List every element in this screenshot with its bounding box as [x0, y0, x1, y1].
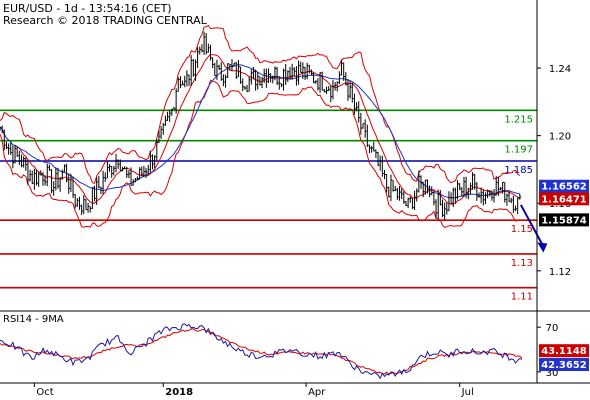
price-bars	[0, 31, 522, 220]
price-badge	[539, 213, 589, 227]
price-badge-label-1.15874: 1.15874	[541, 215, 587, 226]
y-tick-label-1.20: 1.20	[549, 132, 571, 143]
x-tick-label-Jul: Jul	[461, 387, 474, 398]
rsi-badge-label-42.3652: 42.3652	[541, 360, 587, 371]
rsi-title: RSI14 - 9MA	[3, 314, 64, 325]
y-tick-label-1.24: 1.24	[549, 64, 571, 75]
price-panel: 1.215 1.197 1.185 1.15 1.13 1.11	[0, 24, 548, 303]
rsi-line	[0, 323, 523, 380]
forecast-arrow-head	[537, 242, 548, 253]
price-badge	[539, 192, 589, 206]
rsi-badge	[539, 358, 589, 372]
price-badge	[539, 179, 589, 193]
symbol-title: EUR/USD - 1d - 13:54:16 (CET)	[3, 2, 172, 15]
level-label-1.15: 1.15	[511, 224, 533, 235]
rsi-y-tick-label-70: 70	[546, 323, 559, 334]
rsi-badge	[539, 344, 589, 358]
level-label-1.11: 1.11	[511, 292, 533, 303]
x-tick-label-2018: 2018	[165, 387, 193, 398]
rsi-badge-label-43.1148: 43.1148	[541, 346, 587, 357]
level-label-1.185: 1.185	[504, 165, 533, 176]
x-tick-label-Apr: Apr	[308, 387, 326, 398]
x-tick-label-Oct: Oct	[36, 387, 53, 398]
level-label-1.215: 1.215	[504, 114, 533, 125]
rsi-ma-line	[0, 328, 523, 375]
rsi-y-tick-label-30: 30	[546, 368, 559, 379]
y-tick-label-1.12: 1.12	[549, 267, 571, 278]
level-label-1.197: 1.197	[504, 145, 533, 156]
moving-average-blue	[0, 64, 520, 199]
price-badge-label-1.16562: 1.16562	[541, 182, 587, 193]
level-label-1.13: 1.13	[511, 258, 533, 269]
price-badge-label-1.16471: 1.16471	[541, 194, 587, 205]
bollinger-upper	[0, 24, 521, 185]
rsi-panel: RSI14 - 9MA	[0, 314, 523, 380]
bollinger-lower	[0, 79, 520, 228]
research-credit: Research © 2018 TRADING CENTRAL	[3, 14, 207, 27]
forecast-arrow-shaft	[520, 204, 544, 246]
